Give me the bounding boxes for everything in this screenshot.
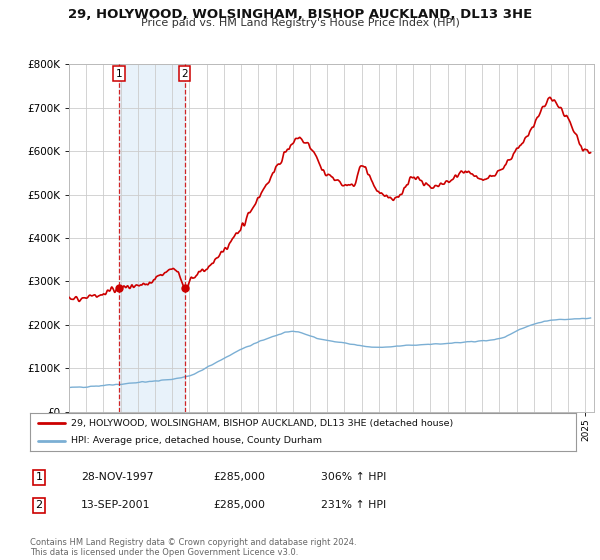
Text: 231% ↑ HPI: 231% ↑ HPI xyxy=(321,500,386,510)
Text: HPI: Average price, detached house, County Durham: HPI: Average price, detached house, Coun… xyxy=(71,436,322,445)
Text: 28-NOV-1997: 28-NOV-1997 xyxy=(81,472,154,482)
Text: 2: 2 xyxy=(35,500,43,510)
Text: 306% ↑ HPI: 306% ↑ HPI xyxy=(321,472,386,482)
Text: Contains HM Land Registry data © Crown copyright and database right 2024.
This d: Contains HM Land Registry data © Crown c… xyxy=(30,538,356,557)
Text: 13-SEP-2001: 13-SEP-2001 xyxy=(81,500,151,510)
Text: 29, HOLYWOOD, WOLSINGHAM, BISHOP AUCKLAND, DL13 3HE (detached house): 29, HOLYWOOD, WOLSINGHAM, BISHOP AUCKLAN… xyxy=(71,418,453,427)
Text: 1: 1 xyxy=(35,472,43,482)
Text: 2: 2 xyxy=(181,69,188,79)
Text: £285,000: £285,000 xyxy=(213,472,265,482)
Text: 29, HOLYWOOD, WOLSINGHAM, BISHOP AUCKLAND, DL13 3HE: 29, HOLYWOOD, WOLSINGHAM, BISHOP AUCKLAN… xyxy=(68,8,532,21)
Text: £285,000: £285,000 xyxy=(213,500,265,510)
Text: Price paid vs. HM Land Registry's House Price Index (HPI): Price paid vs. HM Land Registry's House … xyxy=(140,18,460,28)
Text: 1: 1 xyxy=(116,69,122,79)
